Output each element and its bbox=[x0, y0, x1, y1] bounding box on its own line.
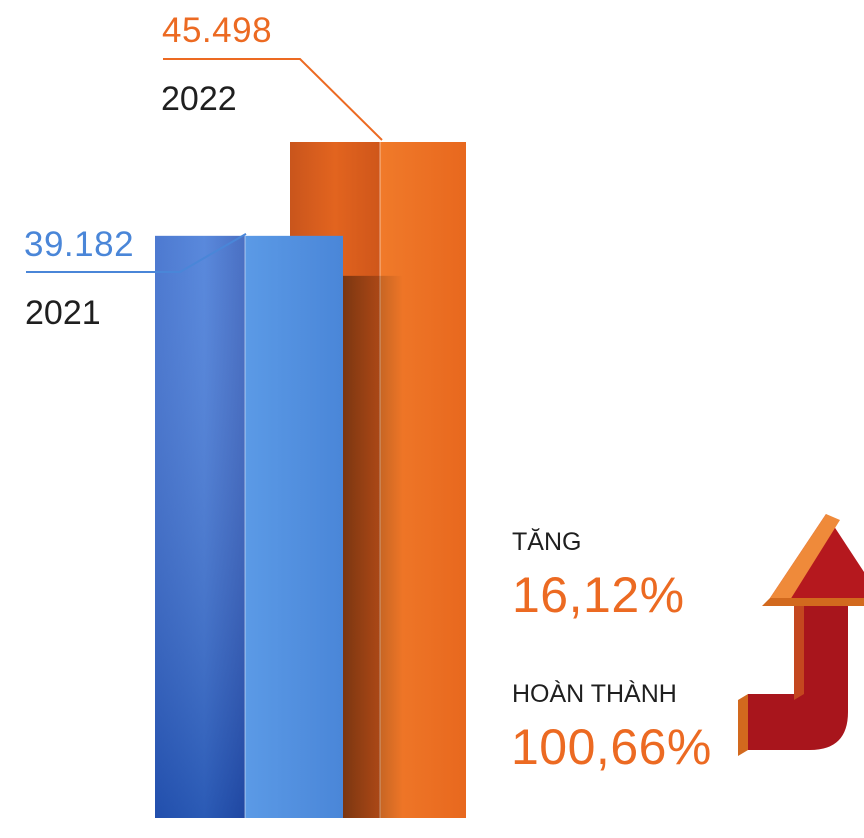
increase-value: 16,12% bbox=[512, 567, 685, 623]
up-arrow-icon bbox=[738, 514, 864, 756]
bar-2022-value-label: 45.498 bbox=[162, 11, 273, 50]
bar-2021-value-label: 39.182 bbox=[24, 225, 135, 264]
bar-2021-category-label: 2021 bbox=[25, 294, 101, 332]
bar-2021-side-face bbox=[245, 235, 343, 818]
bar-2021-shading bbox=[155, 235, 245, 818]
completion-label: HOÀN THÀNH bbox=[512, 680, 677, 708]
bar-2022-category-label: 2022 bbox=[161, 80, 237, 118]
bar-2022-leader-line bbox=[163, 58, 383, 141]
bar-2021 bbox=[155, 235, 343, 818]
bar-2021-leader-line bbox=[26, 232, 247, 273]
increase-label: TĂNG bbox=[512, 528, 582, 556]
completion-value: 100,66% bbox=[511, 719, 712, 775]
bar-2022-shadow bbox=[343, 275, 403, 819]
